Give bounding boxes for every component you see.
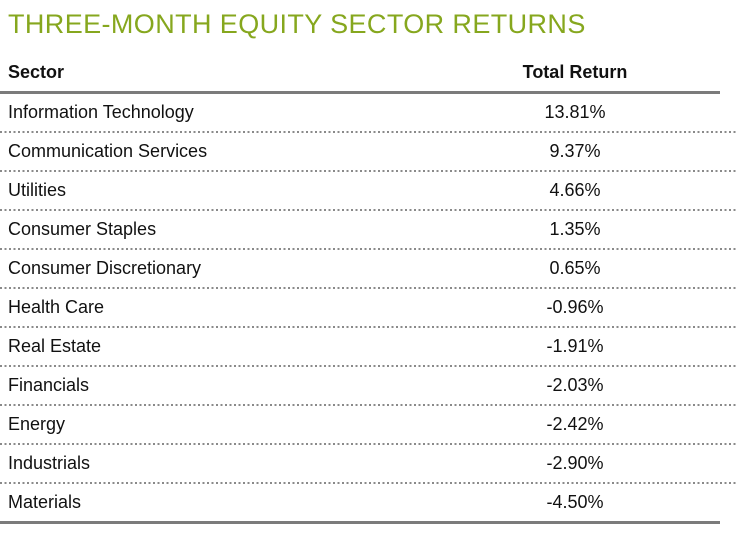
sector-label: Health Care <box>8 297 105 318</box>
total-return-value: -2.03% <box>546 375 604 396</box>
row-divider <box>0 404 737 407</box>
total-return-value: 4.66% <box>549 180 601 201</box>
row-divider <box>0 287 737 290</box>
total-return-value: -2.42% <box>546 414 604 435</box>
column-header-sector: Sector <box>8 62 65 83</box>
row-divider <box>0 248 737 251</box>
table-row: Consumer Discretionary 0.65% <box>0 250 742 287</box>
table-bottom-divider <box>0 521 720 525</box>
page-title: THREE-MONTH EQUITY SECTOR RETURNS <box>8 9 586 39</box>
total-return-value: 1.35% <box>549 219 601 240</box>
sector-label: Consumer Discretionary <box>8 258 202 279</box>
total-return-value: -1.91% <box>546 336 604 357</box>
column-header-total-return: Total Return <box>522 62 628 83</box>
sector-label: Utilities <box>8 180 67 201</box>
sector-label: Industrials <box>8 453 91 474</box>
total-return-value: -0.96% <box>546 297 604 318</box>
sector-label: Consumer Staples <box>8 219 157 240</box>
sector-label: Materials <box>8 492 82 513</box>
table-header-row: Sector Total Return <box>0 62 742 91</box>
row-divider <box>0 131 737 134</box>
sector-label: Financials <box>8 375 90 396</box>
row-divider <box>0 482 737 485</box>
row-divider <box>0 326 737 329</box>
row-divider <box>0 443 737 446</box>
table-row: Communication Services 9.37% <box>0 133 742 170</box>
table-row: Materials -4.50% <box>0 484 742 521</box>
sector-label: Real Estate <box>8 336 102 357</box>
table-row: Real Estate -1.91% <box>0 328 742 365</box>
total-return-value: 0.65% <box>549 258 601 279</box>
sector-label: Communication Services <box>8 141 208 162</box>
header-divider <box>0 91 720 95</box>
total-return-value: 9.37% <box>549 141 601 162</box>
row-divider <box>0 365 737 368</box>
row-divider <box>0 170 737 173</box>
table-row: Consumer Staples 1.35% <box>0 211 742 248</box>
table-body: Information Technology 13.81% Communicat… <box>0 94 742 525</box>
table-row: Financials -2.03% <box>0 367 742 404</box>
table-row: Utilities 4.66% <box>0 172 742 209</box>
table-row: Industrials -2.90% <box>0 445 742 482</box>
table-row: Energy -2.42% <box>0 406 742 443</box>
table-row: Health Care -0.96% <box>0 289 742 326</box>
sector-label: Information Technology <box>8 102 194 123</box>
total-return-value: -2.90% <box>546 453 604 474</box>
total-return-value: 13.81% <box>544 102 606 123</box>
sector-label: Energy <box>8 414 66 435</box>
table-row: Information Technology 13.81% <box>0 94 742 131</box>
row-divider <box>0 209 737 212</box>
total-return-value: -4.50% <box>546 492 604 513</box>
